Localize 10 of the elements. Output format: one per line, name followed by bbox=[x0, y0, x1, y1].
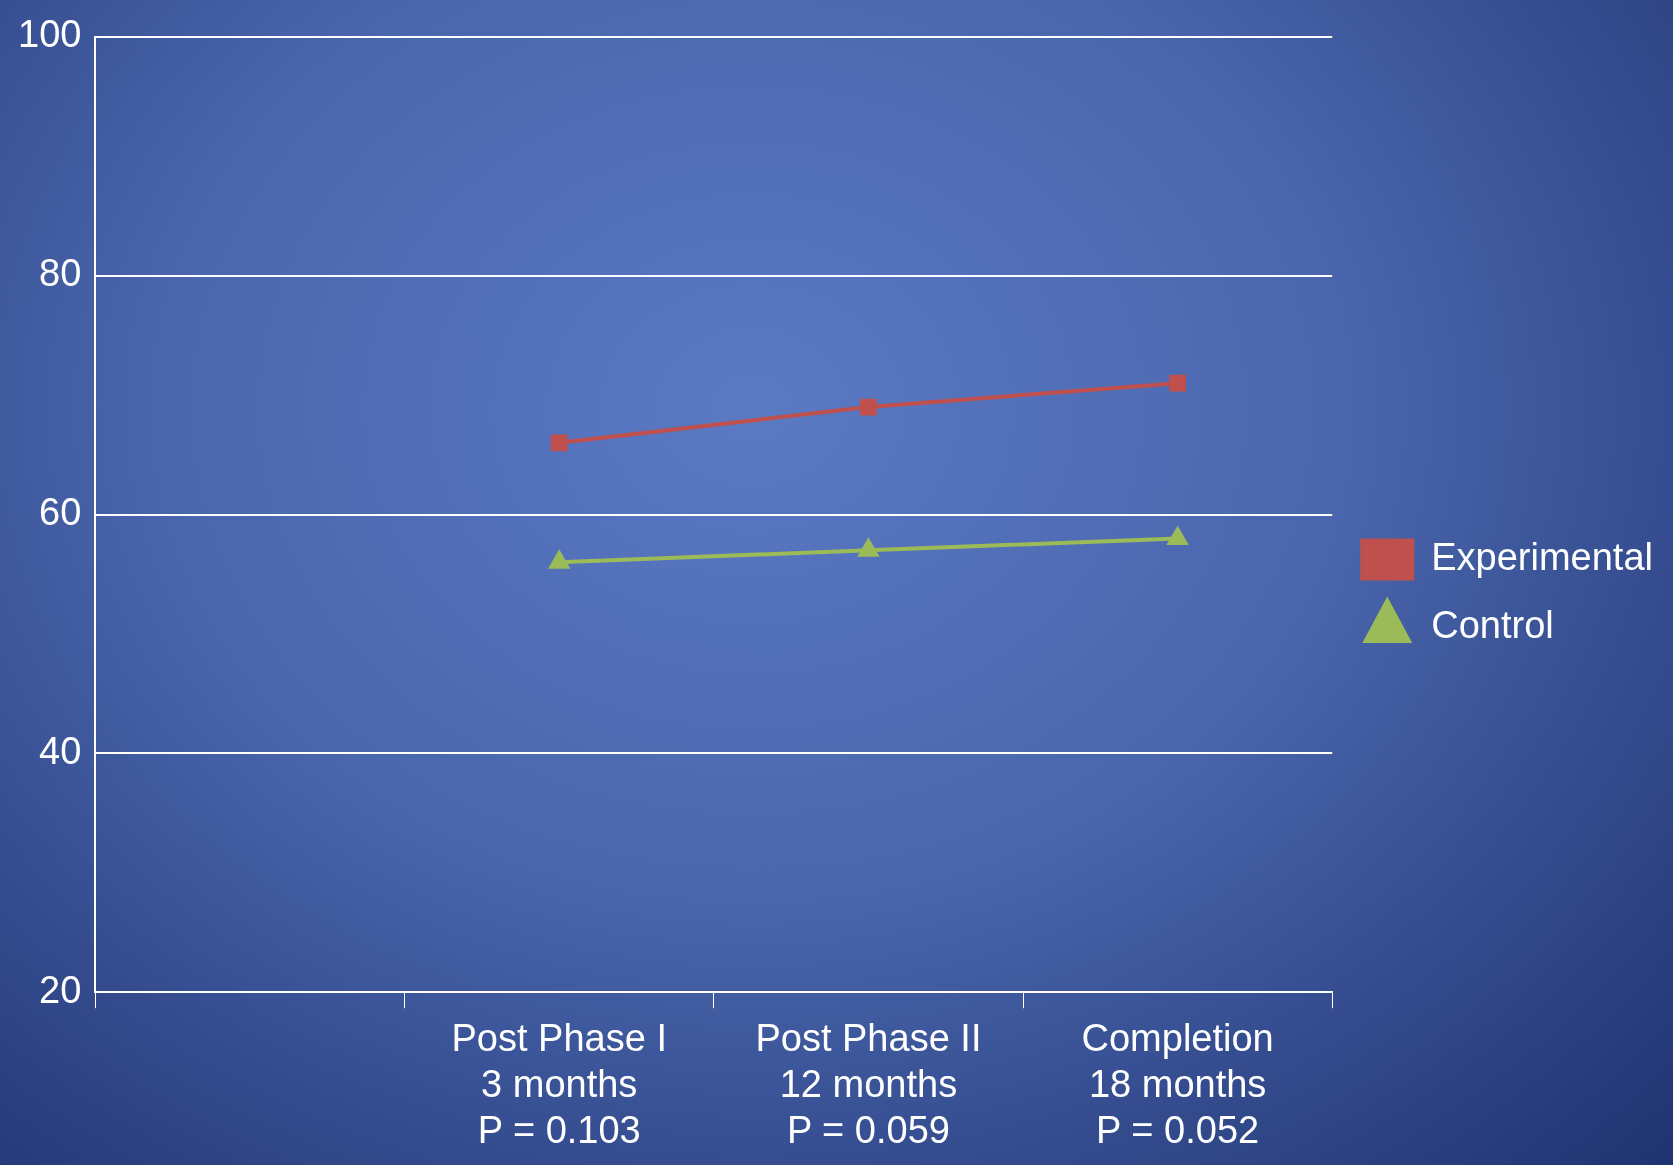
y-tick-label: 40 bbox=[39, 729, 82, 772]
y-tick-label: 20 bbox=[39, 968, 82, 1011]
x-tick-label: Post Phase II 12 months P = 0.059 bbox=[755, 1017, 982, 1151]
legend-label: Control bbox=[1431, 603, 1554, 646]
y-tick-label: 100 bbox=[18, 13, 82, 56]
x-tick-label: Completion 18 months P = 0.052 bbox=[1081, 1017, 1274, 1151]
y-tick-label: 60 bbox=[39, 490, 82, 533]
y-tick-label: 80 bbox=[39, 252, 82, 295]
legend-label: Experimental bbox=[1431, 535, 1653, 578]
x-tick-label: Post Phase I 3 months P = 0.103 bbox=[451, 1017, 667, 1151]
